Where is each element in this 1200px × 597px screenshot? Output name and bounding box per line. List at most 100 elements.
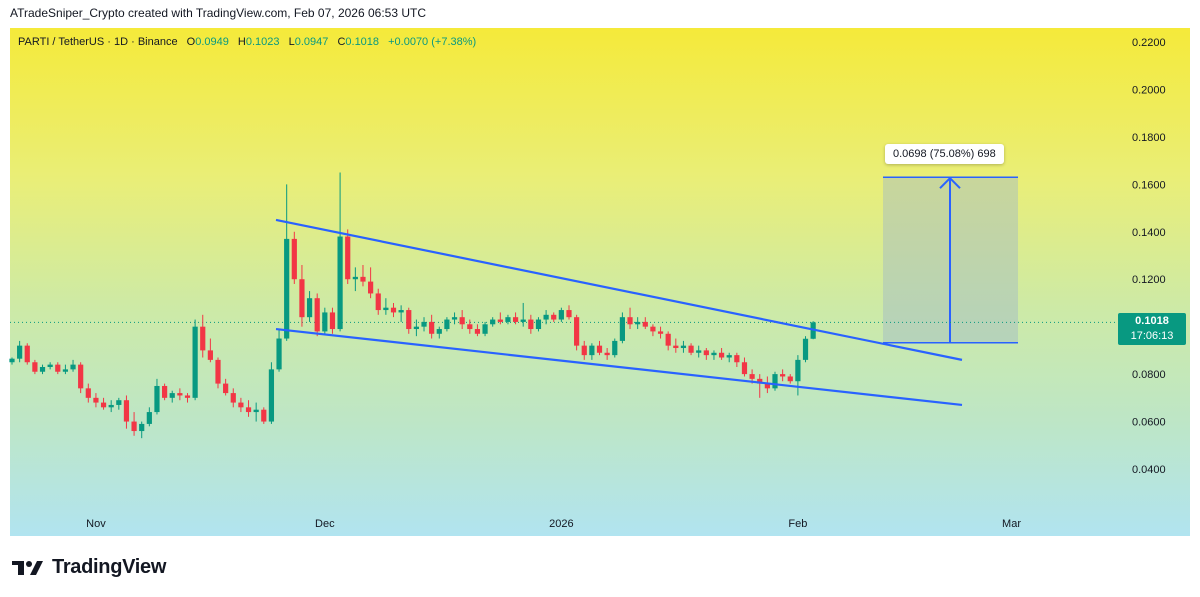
- candle[interactable]: [711, 350, 717, 360]
- candle[interactable]: [329, 307, 336, 334]
- candle[interactable]: [612, 338, 618, 358]
- candle[interactable]: [589, 343, 595, 360]
- candle[interactable]: [627, 307, 633, 330]
- candle[interactable]: [451, 312, 458, 325]
- candle[interactable]: [62, 364, 69, 375]
- candle[interactable]: [764, 376, 770, 394]
- candle[interactable]: [596, 340, 603, 356]
- candle[interactable]: [337, 172, 343, 332]
- candle[interactable]: [688, 343, 694, 356]
- candle[interactable]: [154, 378, 160, 415]
- candle[interactable]: [375, 288, 381, 315]
- candle[interactable]: [474, 324, 481, 337]
- candle[interactable]: [207, 338, 213, 363]
- candle[interactable]: [741, 357, 748, 377]
- candle[interactable]: [406, 307, 412, 334]
- candle[interactable]: [314, 293, 320, 337]
- candle[interactable]: [696, 345, 702, 358]
- candle[interactable]: [734, 352, 740, 367]
- candle[interactable]: [85, 383, 91, 403]
- candle[interactable]: [528, 314, 534, 334]
- candle[interactable]: [352, 267, 358, 292]
- candle[interactable]: [177, 388, 183, 401]
- candle[interactable]: [574, 314, 580, 351]
- candle[interactable]: [345, 229, 351, 284]
- candle[interactable]: [47, 362, 53, 370]
- candle[interactable]: [116, 397, 122, 410]
- candle[interactable]: [780, 369, 786, 382]
- candle[interactable]: [192, 319, 198, 401]
- candle[interactable]: [306, 291, 313, 322]
- candle[interactable]: [162, 383, 168, 401]
- candle[interactable]: [230, 388, 236, 408]
- candle[interactable]: [772, 371, 778, 391]
- candle[interactable]: [459, 310, 465, 330]
- candle[interactable]: [390, 302, 397, 318]
- candle[interactable]: [299, 264, 305, 327]
- candle[interactable]: [543, 310, 549, 325]
- symbol-label[interactable]: PARTI / TetherUS · 1D · Binance: [18, 36, 178, 48]
- candle[interactable]: [276, 329, 282, 372]
- candle[interactable]: [383, 298, 389, 315]
- candle[interactable]: [70, 359, 76, 372]
- candle[interactable]: [39, 364, 46, 375]
- candle[interactable]: [108, 400, 114, 413]
- candle[interactable]: [131, 412, 137, 436]
- measure-label[interactable]: 0.0698 (75.08%) 698: [885, 144, 1004, 164]
- candle[interactable]: [146, 407, 152, 427]
- candle[interactable]: [467, 319, 473, 334]
- candle[interactable]: [619, 312, 625, 344]
- candle[interactable]: [558, 307, 564, 322]
- candle[interactable]: [9, 357, 15, 365]
- candle[interactable]: [55, 362, 61, 375]
- candle[interactable]: [680, 340, 687, 353]
- candle[interactable]: [657, 326, 664, 339]
- candle[interactable]: [802, 336, 809, 363]
- candle[interactable]: [368, 267, 374, 299]
- candle[interactable]: [673, 338, 679, 353]
- chart-area[interactable]: [10, 28, 1190, 536]
- candle[interactable]: [200, 314, 206, 358]
- candle[interactable]: [139, 421, 145, 439]
- candle[interactable]: [268, 362, 275, 424]
- candle[interactable]: [215, 357, 221, 389]
- wedge-trendline[interactable]: [275, 327, 963, 407]
- candle[interactable]: [245, 400, 252, 417]
- candle[interactable]: [322, 307, 328, 334]
- candle[interactable]: [635, 317, 641, 330]
- wedge-trendline[interactable]: [275, 218, 963, 361]
- candle[interactable]: [429, 314, 435, 339]
- candle[interactable]: [604, 348, 610, 360]
- candle[interactable]: [223, 378, 229, 396]
- candle[interactable]: [93, 393, 99, 408]
- candle[interactable]: [718, 348, 725, 360]
- footer-brand[interactable]: TradingView: [12, 556, 166, 579]
- candle[interactable]: [795, 355, 801, 396]
- candle[interactable]: [726, 352, 732, 363]
- candle[interactable]: [490, 317, 496, 327]
- candle[interactable]: [787, 374, 793, 384]
- candle[interactable]: [24, 343, 30, 365]
- candle[interactable]: [78, 362, 84, 394]
- candle[interactable]: [291, 231, 297, 284]
- candle[interactable]: [184, 393, 191, 403]
- candle[interactable]: [757, 374, 763, 398]
- candle[interactable]: [421, 317, 427, 332]
- candle[interactable]: [566, 305, 572, 320]
- candle[interactable]: [413, 319, 419, 337]
- candle[interactable]: [581, 340, 587, 360]
- candle[interactable]: [505, 314, 511, 325]
- candle[interactable]: [703, 348, 709, 360]
- candle[interactable]: [284, 184, 290, 341]
- candle[interactable]: [238, 397, 244, 413]
- candle[interactable]: [17, 340, 23, 363]
- candle[interactable]: [650, 324, 656, 337]
- candle[interactable]: [497, 312, 503, 325]
- candle[interactable]: [642, 317, 648, 330]
- candle[interactable]: [360, 264, 366, 287]
- candle[interactable]: [520, 302, 526, 327]
- candle[interactable]: [482, 321, 488, 337]
- candle[interactable]: [665, 331, 671, 351]
- candle[interactable]: [100, 397, 107, 410]
